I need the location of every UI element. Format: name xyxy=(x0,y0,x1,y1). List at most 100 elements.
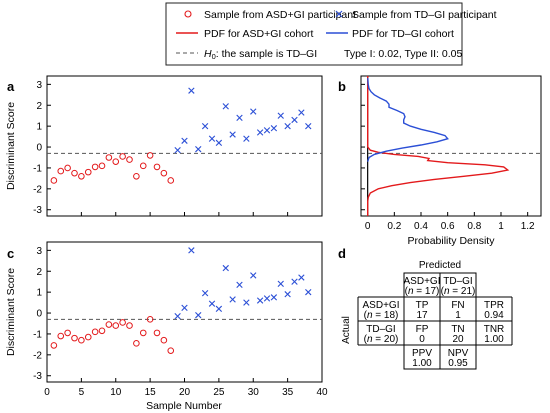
legend-cross-marker xyxy=(335,10,343,18)
panel-c-point-td-gi xyxy=(229,296,236,303)
panel-a-ytick-label: -2 xyxy=(33,184,42,195)
panel-a-point-td-gi xyxy=(229,131,236,138)
panel-b-xlabel: Probability Density xyxy=(408,235,496,247)
panel-a-point-asd-gi xyxy=(64,164,71,172)
cell-tn-label: TN xyxy=(451,324,464,335)
legend-label-td-sample: Sample from TD–GI participant xyxy=(352,9,497,21)
panel-c-point-td-gi xyxy=(208,300,216,307)
panel-c-ytick-label: 2 xyxy=(36,267,42,278)
row-header-td-gi-n: (n = 20) xyxy=(364,334,399,345)
panel-c-point-td-gi xyxy=(256,297,264,304)
cell-tp-value: 17 xyxy=(416,310,428,321)
cell-ppv-value: 1.00 xyxy=(412,358,432,369)
panel-c-point-td-gi xyxy=(291,278,298,285)
panel-a-ylabel: Discriminant Score xyxy=(5,102,17,190)
panel-a-point-td-gi xyxy=(201,122,209,130)
panel-c-point-asd-gi xyxy=(119,319,126,326)
panel-a-scatter: -3 -2 -1 0 1 2 3 Discriminant Score xyxy=(5,75,323,217)
panel-a-ytick-label: -1 xyxy=(33,163,42,174)
panel-a-point-td-gi xyxy=(250,108,257,115)
panel-c-xtick-label: 15 xyxy=(145,387,157,398)
panel-c-point-td-gi xyxy=(277,280,284,287)
panel-c-xtick-label: 40 xyxy=(316,387,328,398)
panel-b-xtick-label: 1 xyxy=(498,221,504,232)
panel-c-ytick-label: -3 xyxy=(33,371,42,382)
panel-c-point-asd-gi xyxy=(91,328,99,336)
panel-a-point-asd-gi xyxy=(153,163,161,171)
cell-tpr-label: TPR xyxy=(484,300,504,311)
panel-a-point-td-gi xyxy=(305,122,312,130)
row-header-td-gi: TD–GI xyxy=(366,324,395,335)
panel-a-point-asd-gi xyxy=(105,154,113,161)
panel-c-frame xyxy=(46,241,323,383)
panel-a-point-asd-gi xyxy=(126,156,133,163)
panel-a-point-td-gi xyxy=(236,114,243,121)
panel-a-point-asd-gi xyxy=(139,162,147,170)
panel-c-point-td-gi xyxy=(250,272,257,279)
legend-label-asd-sample: Sample from ASD+GI participant xyxy=(204,9,356,21)
panel-a-point-td-gi xyxy=(291,116,298,124)
panel-b-xtick-label: 0 xyxy=(365,221,371,232)
legend-circle-marker xyxy=(184,10,192,18)
panel-c-ytick-label: 3 xyxy=(36,246,42,257)
panel-a-point-td-gi xyxy=(208,135,216,142)
panel-a-point-asd-gi xyxy=(98,162,106,170)
panel-a-point-asd-gi xyxy=(50,177,58,184)
panel-b-xtick-label: 0.2 xyxy=(387,221,401,232)
panel-c-xlabel: Sample Number xyxy=(146,400,222,412)
panel-c-ytick-label: 0 xyxy=(36,309,42,320)
cell-tnr-value: 1.00 xyxy=(484,334,504,345)
table-header-actual: Actual xyxy=(341,316,352,344)
panel-c-xtick-label: 20 xyxy=(179,387,191,398)
cell-fp-value: 0 xyxy=(419,334,425,345)
panel-c-point-asd-gi xyxy=(78,336,85,344)
panel-c-ytick-label: -2 xyxy=(33,350,42,361)
panel-a-frame xyxy=(46,75,323,217)
panel-a-point-asd-gi xyxy=(133,172,140,180)
panel-c-ylabel: Discriminant Score xyxy=(5,268,17,356)
cell-tn-value: 20 xyxy=(452,334,464,345)
panel-c-xtick-label: 25 xyxy=(213,387,225,398)
panel-a-point-td-gi xyxy=(256,129,264,136)
panel-c-point-asd-gi xyxy=(64,329,71,337)
panel-label-a: a xyxy=(7,79,15,94)
panel-c-ytick-label: 1 xyxy=(36,288,42,299)
panel-a-point-asd-gi xyxy=(71,169,78,177)
panel-a-point-td-gi xyxy=(195,145,202,153)
panel-c-point-td-gi xyxy=(188,247,195,254)
panel-a-ytick-label: -3 xyxy=(33,205,42,216)
panel-a-point-td-gi xyxy=(181,137,188,144)
pdf-curve-td-gi xyxy=(367,78,449,162)
cell-npv-label: NPV xyxy=(448,348,469,359)
panel-a-point-asd-gi xyxy=(78,172,85,180)
panel-b-xtick-label: 1.2 xyxy=(521,221,535,232)
panel-c-point-asd-gi xyxy=(160,336,168,344)
panel-c-xtick-label: 0 xyxy=(44,387,50,398)
panel-c-point-td-gi xyxy=(174,312,181,320)
legend: Sample from ASD+GI participant Sample fr… xyxy=(165,2,497,66)
panel-c-point-asd-gi xyxy=(153,329,161,337)
panel-c-xtick-label: 10 xyxy=(110,387,122,398)
panel-a-point-td-gi xyxy=(222,103,229,110)
panel-a-point-td-gi xyxy=(284,122,291,130)
panel-c-xtick-label: 35 xyxy=(282,387,294,398)
panel-c-point-asd-gi xyxy=(133,340,140,347)
panel-c-point-asd-gi xyxy=(126,322,133,329)
panel-a-point-td-gi xyxy=(174,146,181,154)
panel-c-point-td-gi xyxy=(263,295,271,302)
panel-a-point-asd-gi xyxy=(57,167,65,175)
panel-a-point-asd-gi xyxy=(167,177,175,184)
legend-label-td-pdf: PDF for TD–GI cohort xyxy=(352,28,454,40)
row-header-asd-gi: ASD+GI xyxy=(363,300,400,311)
col-header-asd-gi-n: (n = 17) xyxy=(405,286,440,297)
panel-a-point-td-gi xyxy=(298,109,305,116)
panel-d-confusion-table: Predicted Actual ASD+GI (n = 17) TD–GI (… xyxy=(341,260,513,370)
table-grid xyxy=(357,272,513,370)
panel-a-point-td-gi xyxy=(270,125,278,132)
panel-a-ytick-label: 0 xyxy=(36,143,42,154)
panel-label-c: c xyxy=(7,246,14,261)
panel-a-ytick-label: 3 xyxy=(36,80,42,91)
panel-c-point-td-gi xyxy=(222,264,229,272)
